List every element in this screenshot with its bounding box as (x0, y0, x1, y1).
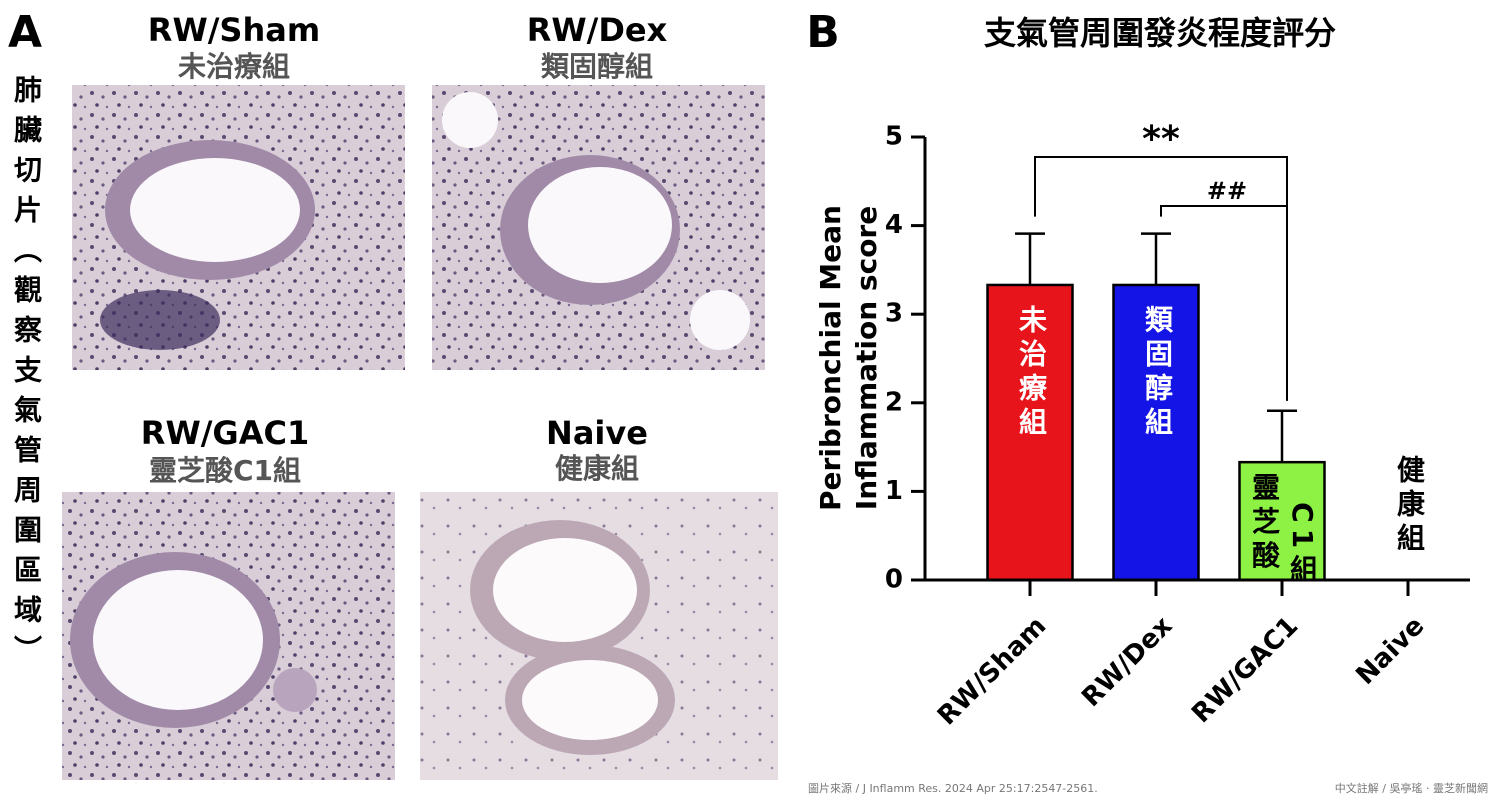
y-tick-label: 0 (885, 565, 903, 595)
image-subtitle: 類固醇組 (541, 50, 653, 83)
y-tick-label: 1 (885, 476, 903, 506)
bar-label: C1組 (1286, 502, 1319, 588)
image-subtitle: 未治療組 (178, 50, 290, 83)
y-tick-label: 5 (885, 122, 903, 152)
side-label: 肺臟切片（觀察支氣管周圍區域） (10, 75, 43, 675)
image-subtitle: 靈芝酸C1組 (149, 454, 301, 487)
chart-title: 支氣管周圍發炎程度評分 (984, 14, 1336, 52)
significance-label: ** (1142, 119, 1180, 160)
histology-image (62, 492, 395, 780)
y-tick-label: 2 (885, 387, 903, 417)
x-tick-label: RW/Sham (932, 611, 1052, 731)
bar (1238, 460, 1326, 582)
bar-label: 未治療組 (1015, 305, 1048, 441)
image-title: RW/Sham (148, 11, 320, 49)
histology-image (420, 492, 778, 780)
y-tick-label: 3 (885, 299, 903, 329)
panel-label: B (806, 7, 840, 58)
bar-label: 類固醇組 (1141, 305, 1174, 441)
bar-label: 健康組 (1393, 455, 1426, 557)
image-subtitle: 健康組 (555, 452, 639, 485)
image-title: RW/GAC1 (141, 414, 309, 452)
bar-label: 靈芝酸 (1248, 472, 1281, 574)
histology-image (72, 85, 405, 370)
x-tick-label: Naive (1350, 611, 1430, 691)
significance-label: ## (1207, 177, 1247, 205)
image-title: Naive (546, 414, 648, 452)
y-axis-label: Inflammation score (850, 206, 883, 510)
bar (1112, 283, 1200, 582)
panel-label: A (8, 7, 42, 58)
histology-image (432, 85, 765, 370)
y-tick-label: 4 (885, 210, 903, 240)
image-title: RW/Dex (527, 11, 668, 49)
credit-note: 中文註解 / 吳亭瑤 · 靈芝新聞網 (1335, 781, 1488, 795)
y-axis-label: Peribronchial Mean (814, 205, 847, 511)
source-note: 圖片來源 / J Inflamm Res. 2024 Apr 25:17:254… (808, 781, 1098, 795)
bar (986, 283, 1074, 582)
x-tick-label: RW/Dex (1076, 611, 1178, 713)
significance-bracket (1160, 205, 1288, 401)
x-tick-label: RW/GAC1 (1186, 611, 1304, 729)
